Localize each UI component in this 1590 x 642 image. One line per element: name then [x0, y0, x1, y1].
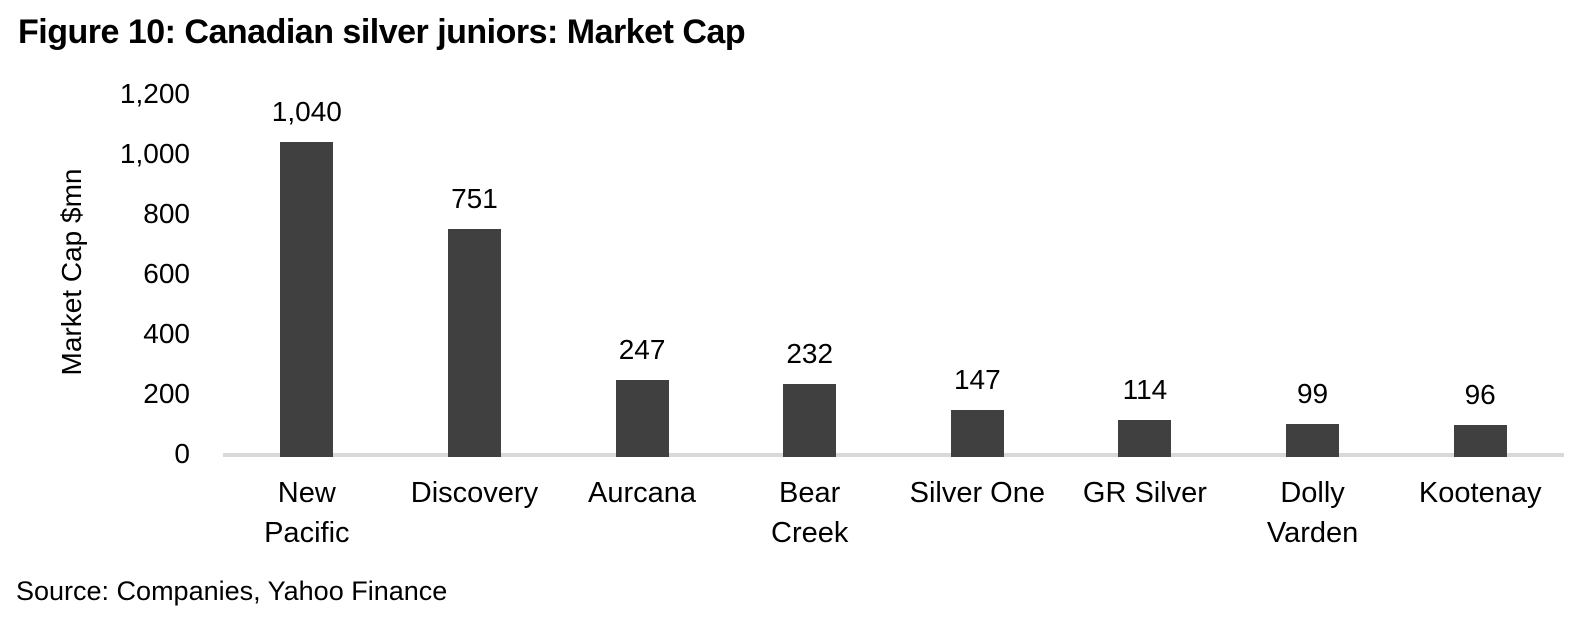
x-axis-category-label: Dolly Varden — [1229, 473, 1397, 553]
x-axis-category-label-line: Pacific — [264, 517, 350, 549]
x-axis-category-label: Aurcana — [558, 473, 726, 513]
source-note: Source: Companies, Yahoo Finance — [16, 576, 448, 606]
x-axis-category-label-line: Kootenay — [1418, 477, 1542, 509]
x-axis-category-label: New Pacific — [223, 473, 391, 553]
y-axis-tick-label: 800 — [143, 198, 190, 229]
x-axis-category-label-line: GR Silver — [1082, 477, 1207, 509]
bar — [783, 384, 837, 457]
x-axis-category-label-line: Dolly — [1280, 477, 1345, 509]
x-axis-category-label-line: Aurcana — [588, 477, 697, 509]
x-axis-category-label-line: Creek — [771, 517, 849, 549]
x-axis-category-label: Kootenay — [1396, 473, 1564, 513]
bar — [1453, 425, 1507, 457]
chart-title: Figure 10: Canadian silver juniors: Mark… — [18, 13, 746, 51]
bar-value-label: 1,040 — [271, 96, 342, 127]
bar-value-label: 99 — [1296, 378, 1329, 410]
bar-value-label: 751 — [451, 182, 498, 214]
bar-value-label: 114 — [1122, 373, 1168, 405]
y-axis-tick-label: 1,000 — [119, 138, 190, 169]
bar — [280, 142, 334, 457]
y-axis-tick-label: 1,200 — [119, 78, 190, 109]
x-axis-category-label-line: New — [277, 477, 336, 509]
y-axis-tick-label: 600 — [143, 258, 190, 289]
x-axis-category-label-line: Varden — [1266, 517, 1359, 549]
x-axis-category-label-line: Discovery — [410, 477, 539, 509]
bar-value-label: 232 — [786, 338, 834, 370]
bar-value-label: 96 — [1464, 379, 1496, 411]
bar-value-label: 147 — [953, 363, 1001, 395]
bar — [950, 409, 1004, 457]
x-axis-category-label-line: Silver One — [909, 477, 1045, 509]
bar — [1286, 424, 1340, 457]
x-axis-category-label: Bear Creek — [726, 473, 894, 553]
y-axis-tick-label: 400 — [143, 318, 190, 349]
y-axis-tick-label: 200 — [143, 378, 190, 409]
x-axis-category-label: GR Silver — [1061, 473, 1229, 513]
bar — [447, 228, 501, 457]
x-axis-category-label: Silver One — [894, 473, 1062, 513]
x-axis-category-label-line: Bear — [779, 477, 841, 509]
x-axis-line — [223, 453, 1564, 457]
bar — [615, 379, 669, 457]
bar — [1118, 419, 1172, 457]
y-axis-tick-label: 0 — [174, 438, 190, 469]
bar-value-label: 247 — [618, 333, 666, 365]
x-axis-category-label: Discovery — [391, 473, 559, 513]
